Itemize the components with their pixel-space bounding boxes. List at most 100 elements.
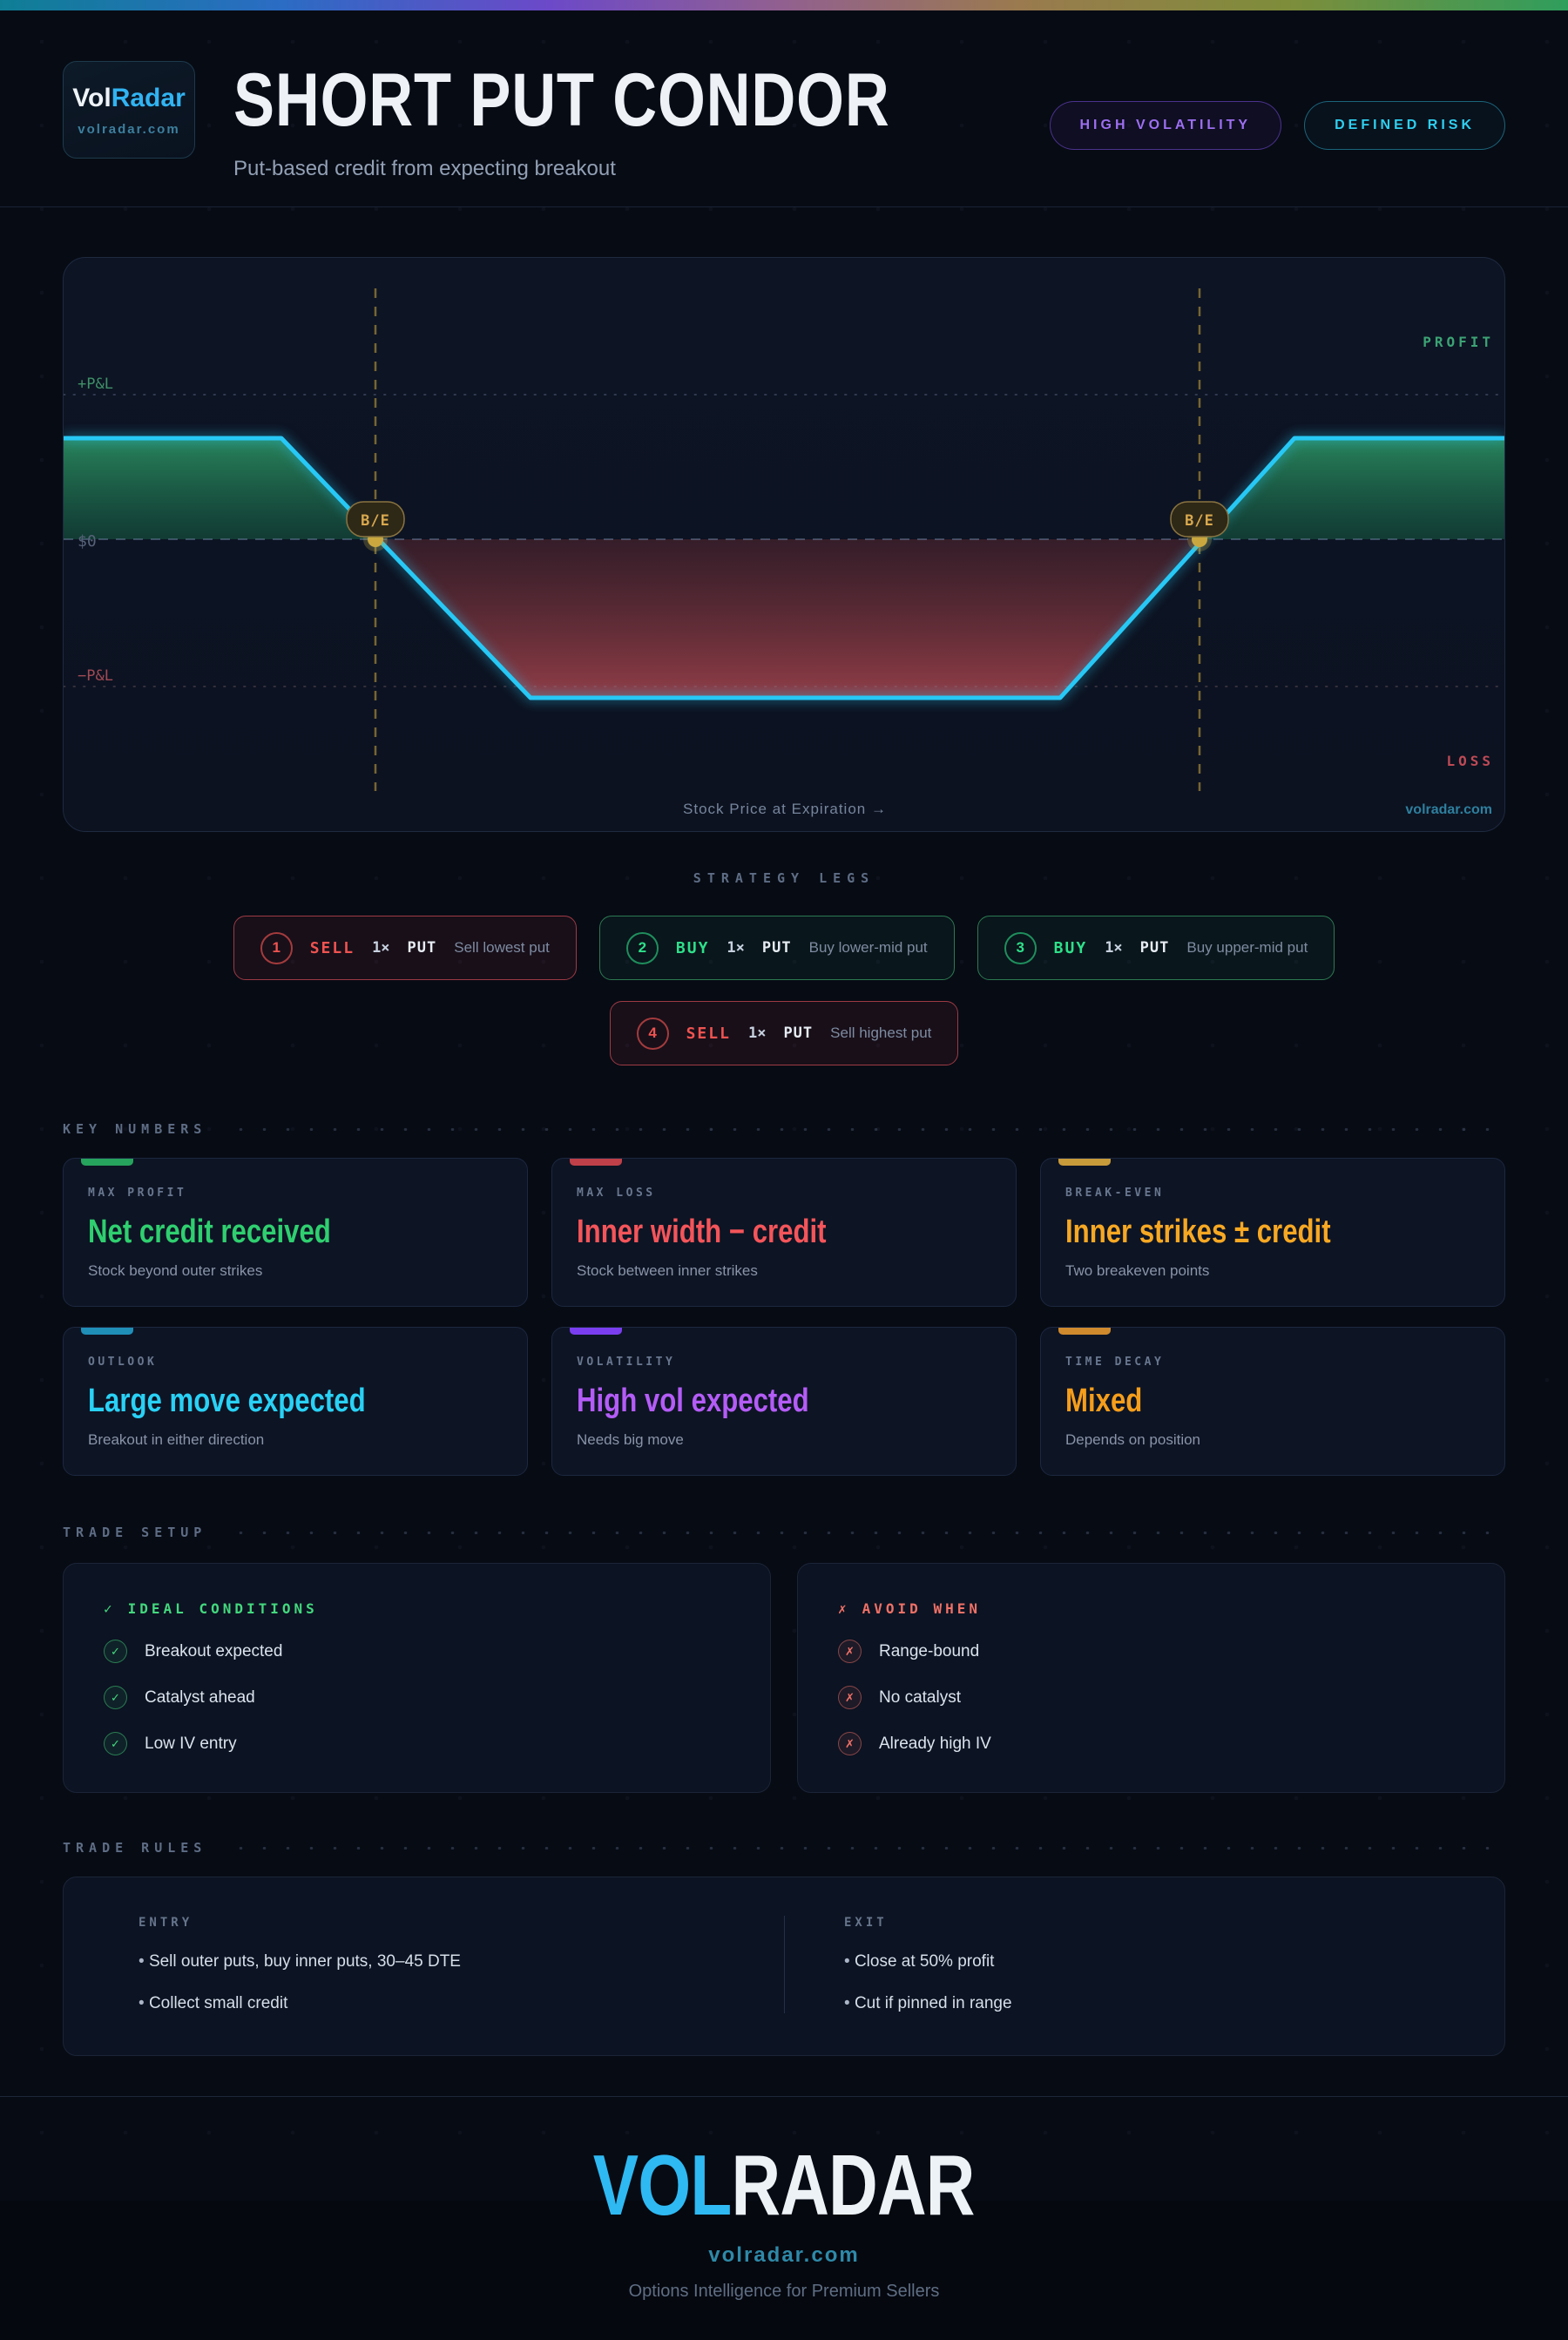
stat-value: Inner width − credit	[577, 1214, 827, 1250]
trade-rules-card: ENTRY Sell outer puts, buy inner puts, 3…	[63, 1877, 1505, 2056]
brand-logo-domain-link[interactable]: volradar.com	[78, 121, 180, 137]
brand-logo-wordmark: VolRadar	[72, 84, 186, 113]
leg-card-1: 1 SELL 1× PUT Sell lowest put	[233, 916, 577, 980]
leg-number-badge: 3	[1004, 931, 1037, 964]
condition-label: Catalyst ahead	[145, 1687, 255, 1707]
rule-item: Collect small credit	[139, 1994, 749, 2013]
list-item: ✗ No catalyst	[838, 1686, 1464, 1709]
leg-action: BUY	[675, 938, 710, 957]
main-content: B/E B/E +P&L $0 −P&L PROFIT LOSS Stock P…	[0, 257, 1568, 2056]
page-header: VolRadar volradar.com SHORT PUT CONDOR P…	[0, 10, 1568, 207]
brand-logo: VolRadar volradar.com	[63, 61, 195, 159]
profit-zone-left	[64, 438, 375, 539]
payoff-chart: B/E B/E +P&L $0 −P&L PROFIT LOSS Stock P…	[64, 288, 1504, 817]
list-item: ✓ Catalyst ahead	[104, 1686, 730, 1709]
leg-number-badge: 2	[625, 931, 659, 964]
stat-description: Breakout in either direction	[88, 1431, 265, 1448]
brand-logo-vol: Vol	[72, 83, 112, 112]
leg-quantity: 1×	[372, 939, 390, 957]
stat-description: Two breakeven points	[1065, 1262, 1210, 1279]
entry-rules-column: ENTRY Sell outer puts, buy inner puts, 3…	[64, 1916, 784, 2013]
profit-label: PROFIT	[1423, 334, 1494, 350]
trade-setup-header: TRADE SETUP	[63, 1525, 1505, 1540]
title-block: SHORT PUT CONDOR Put-based credit from e…	[233, 61, 1034, 181]
stat-label: OUTLOOK	[88, 1356, 158, 1369]
leg-number-badge: 1	[260, 931, 293, 964]
avoid-when-header: ✗ AVOID WHEN	[838, 1600, 1464, 1617]
condition-label: Low IV entry	[145, 1734, 237, 1753]
leg-quantity: 1×	[1105, 939, 1123, 957]
check-icon: ✓	[104, 1686, 127, 1709]
footer-domain-link[interactable]: volradar.com	[708, 2243, 860, 2267]
leg-description: Buy upper-mid put	[1186, 939, 1308, 956]
exit-rules-column: EXIT Close at 50% profit Cut if pinned i…	[784, 1916, 1504, 2013]
stat-description: Stock between inner strikes	[577, 1262, 758, 1279]
leg-type: PUT	[761, 939, 792, 957]
leg-action: BUY	[1053, 938, 1088, 957]
chart-watermark-link[interactable]: volradar.com	[1405, 802, 1492, 817]
ideal-conditions-header: ✓ IDEAL CONDITIONS	[104, 1600, 730, 1617]
leg-number-badge: 4	[636, 1017, 669, 1050]
breakeven-label-left: B/E	[361, 512, 390, 530]
condition-label: Breakout expected	[145, 1641, 283, 1660]
stat-card-volatility: VOLATILITY High vol expected Needs big m…	[551, 1327, 1017, 1476]
card-accent-bar	[570, 1328, 622, 1335]
leg-description: Sell highest put	[830, 1025, 932, 1041]
stat-description: Needs big move	[577, 1431, 684, 1448]
card-accent-bar	[1058, 1159, 1111, 1166]
condition-label: Range-bound	[879, 1641, 980, 1660]
trade-rules-section: TRADE RULES ENTRY Sell outer puts, buy i…	[63, 1840, 1505, 2056]
list-item: ✓ Breakout expected	[104, 1640, 730, 1663]
list-item: ✗ Already high IV	[838, 1732, 1464, 1755]
section-title-strategy-legs: STRATEGY LEGS	[693, 870, 875, 886]
card-accent-bar	[81, 1159, 133, 1166]
card-accent-bar	[570, 1159, 622, 1166]
footer-wordmark: VOLRADAR	[0, 2142, 1568, 2228]
stat-card-outlook: OUTLOOK Large move expected Breakout in …	[63, 1327, 528, 1476]
footer-tagline: Options Intelligence for Premium Sellers	[628, 2282, 940, 2301]
stat-label: MAX PROFIT	[88, 1187, 187, 1200]
loss-zone	[375, 539, 1200, 698]
check-icon: ✓	[104, 1640, 127, 1663]
loss-label: LOSS	[1446, 753, 1494, 769]
stat-label: VOLATILITY	[577, 1356, 676, 1369]
x-icon: ✗	[838, 1600, 850, 1617]
payoff-line	[64, 436, 1504, 700]
stat-card-break-even: BREAK-EVEN Inner strikes ± credit Two br…	[1040, 1158, 1505, 1307]
brand-logo-radar: Radar	[111, 83, 186, 112]
trade-setup-section: TRADE SETUP ✓ IDEAL CONDITIONS ✓ Breakou…	[63, 1525, 1505, 1793]
stat-card-max-loss: MAX LOSS Inner width − credit Stock betw…	[551, 1158, 1017, 1307]
dotted-rule	[229, 1846, 1505, 1850]
avoid-when-card: ✗ AVOID WHEN ✗ Range-bound ✗ No catalyst…	[797, 1563, 1505, 1793]
rule-item: Cut if pinned in range	[844, 1994, 1470, 2013]
page-title: SHORT PUT CONDOR	[233, 58, 890, 142]
x-icon: ✗	[838, 1686, 862, 1709]
x-axis-label: Stock Price at Expiration →	[683, 801, 887, 817]
page-subtitle: Put-based credit from expecting breakout	[233, 157, 616, 180]
stat-value: Large move expected	[88, 1383, 366, 1419]
dotted-rule	[229, 1127, 1505, 1131]
stat-label: BREAK-EVEN	[1065, 1187, 1165, 1200]
leg-action: SELL	[309, 938, 355, 957]
leg-card-4: 4 SELL 1× PUT Sell highest put	[609, 1001, 959, 1065]
payoff-chart-card: B/E B/E +P&L $0 −P&L PROFIT LOSS Stock P…	[63, 257, 1505, 832]
page-footer: VOLRADAR volradar.com Options Intelligen…	[0, 2096, 1568, 2340]
leg-action: SELL	[686, 1024, 731, 1043]
leg-description: Buy lower-mid put	[808, 939, 928, 956]
condition-label: Already high IV	[879, 1734, 991, 1753]
rule-item: Close at 50% profit	[844, 1952, 1470, 1971]
leg-description: Sell lowest put	[454, 939, 550, 956]
legs-row-2: 4 SELL 1× PUT Sell highest put	[63, 1001, 1505, 1065]
section-title-trade-setup: TRADE SETUP	[63, 1525, 207, 1540]
rule-item: Sell outer puts, buy inner puts, 30–45 D…	[139, 1952, 749, 1971]
exit-title: EXIT	[844, 1916, 888, 1930]
key-numbers-grid: MAX PROFIT Net credit received Stock bey…	[63, 1158, 1505, 1476]
stat-label: MAX LOSS	[577, 1187, 656, 1200]
leg-type: PUT	[783, 1025, 814, 1042]
list-item: ✗ Range-bound	[838, 1640, 1464, 1663]
axis-label-minus-pl: −P&L	[78, 667, 113, 685]
list-item: ✓ Low IV entry	[104, 1732, 730, 1755]
condition-label: No catalyst	[879, 1687, 961, 1707]
leg-type: PUT	[407, 939, 437, 957]
footer-wordmark-vol: VOL	[593, 2137, 733, 2233]
